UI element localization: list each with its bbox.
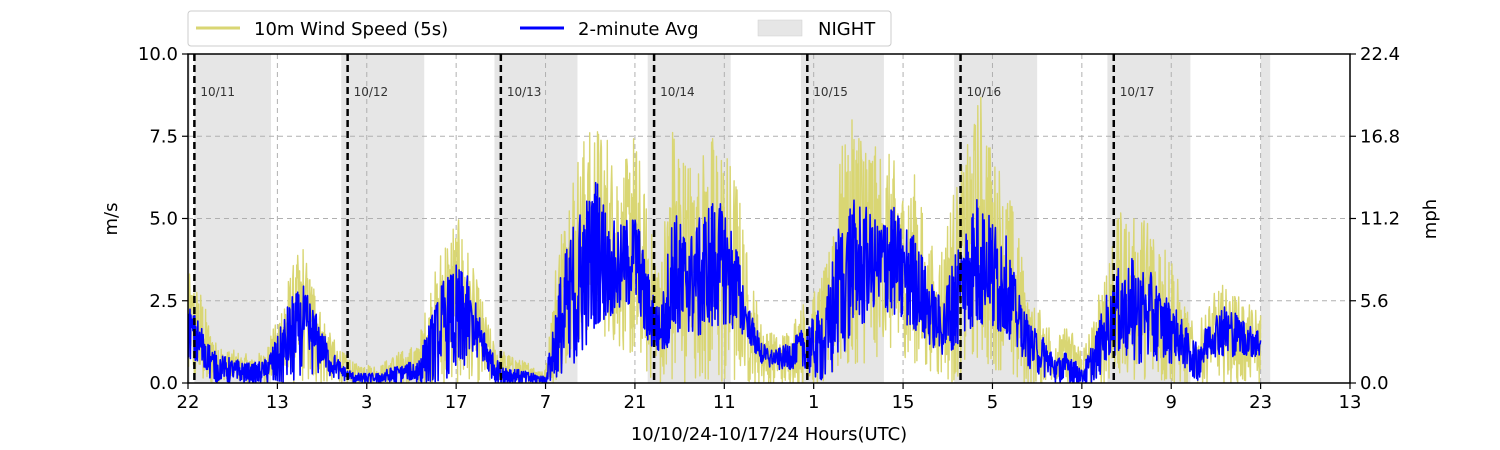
day-label: 10/11 xyxy=(200,85,235,99)
day-label: 10/16 xyxy=(967,85,1002,99)
y-tick-label-right: 5.6 xyxy=(1360,291,1389,312)
legend-label-avg: 2-minute Avg xyxy=(578,19,699,40)
x-tick-label: 22 xyxy=(177,392,200,413)
y-tick-label-right: 22.4 xyxy=(1360,44,1400,65)
night-band-8 xyxy=(1260,54,1271,383)
day-label: 10/12 xyxy=(354,85,389,99)
day-label: 10/17 xyxy=(1120,85,1155,99)
x-tick-label: 7 xyxy=(540,392,551,413)
x-tick-label: 13 xyxy=(1339,392,1362,413)
day-label: 10/15 xyxy=(813,85,848,99)
x-tick-label: 21 xyxy=(623,392,646,413)
day-label: 10/13 xyxy=(507,85,542,99)
legend-swatch-night xyxy=(757,19,803,37)
legend-label-night: NIGHT xyxy=(818,19,876,40)
y-tick-label-right: 11.2 xyxy=(1360,209,1400,230)
legend: 10m Wind Speed (5s) 2-minute Avg NIGHT xyxy=(187,10,892,47)
x-tick-label: 5 xyxy=(987,392,998,413)
y-axis-label-right: mph xyxy=(1420,199,1441,239)
y-axis-label-left: m/s xyxy=(101,203,122,236)
x-axis-label: 10/10/24-10/17/24 Hours(UTC) xyxy=(631,424,907,445)
x-tick-label: 13 xyxy=(266,392,289,413)
y-tick-label-left: 2.5 xyxy=(149,291,178,312)
day-label: 10/14 xyxy=(660,85,695,99)
legend-label-wind-speed: 10m Wind Speed (5s) xyxy=(254,19,448,40)
y-tick-label-left: 5.0 xyxy=(149,209,178,230)
y-tick-label-right: 0.0 xyxy=(1360,373,1389,394)
day-marker-layer: 10/11 10/12 10/13 10/14 10/15 10/16 10/17 xyxy=(193,54,1155,383)
y-tick-label-left: 7.5 xyxy=(149,126,178,147)
axes-layer: 22 13 3 17 7 21 11 1 15 5 19 9 23 130.0 0.02.5 5.65.0 11… xyxy=(138,44,1400,413)
y-tick-label-left: 0.0 xyxy=(149,373,178,394)
x-tick-label: 19 xyxy=(1070,392,1093,413)
x-tick-label: 23 xyxy=(1249,392,1272,413)
x-tick-label: 3 xyxy=(361,392,372,413)
y-tick-label-right: 16.8 xyxy=(1360,126,1400,147)
night-band-2 xyxy=(341,54,425,383)
y-tick-label-left: 10.0 xyxy=(138,44,178,65)
x-tick-label: 17 xyxy=(445,392,468,413)
series-line xyxy=(188,181,1262,383)
x-tick-label: 11 xyxy=(713,392,736,413)
x-tick-label: 1 xyxy=(808,392,819,413)
x-tick-label: 15 xyxy=(892,392,915,413)
avg-series xyxy=(188,181,1262,383)
x-tick-label: 9 xyxy=(1166,392,1177,413)
